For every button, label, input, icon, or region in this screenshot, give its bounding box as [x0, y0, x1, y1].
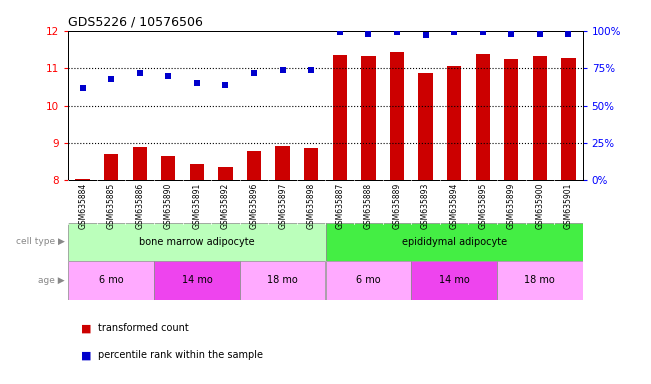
Text: GSM635892: GSM635892 [221, 183, 230, 229]
Text: 14 mo: 14 mo [182, 275, 212, 285]
Text: 14 mo: 14 mo [439, 275, 469, 285]
Bar [76, 179, 90, 180]
Point [335, 29, 345, 35]
Point [563, 31, 574, 37]
Bar [190, 164, 204, 180]
Bar [68, 223, 326, 261]
Text: GSM635884: GSM635884 [78, 183, 87, 229]
Text: 18 mo: 18 mo [525, 275, 555, 285]
Text: 18 mo: 18 mo [268, 275, 298, 285]
Point [534, 31, 545, 37]
Bar [161, 156, 176, 180]
Text: cell type ▶: cell type ▶ [16, 237, 65, 247]
Point [306, 66, 316, 73]
Bar [133, 147, 147, 180]
Bar [275, 146, 290, 180]
Bar [361, 56, 376, 180]
Text: bone marrow adipocyte: bone marrow adipocyte [139, 237, 255, 247]
Text: transformed count: transformed count [98, 323, 188, 333]
Bar [218, 167, 232, 180]
Bar [497, 261, 583, 300]
Point [421, 32, 431, 38]
Text: ■: ■ [81, 350, 92, 360]
Point [106, 76, 117, 82]
Text: GSM635897: GSM635897 [278, 183, 287, 229]
Point [277, 66, 288, 73]
Bar [447, 66, 461, 180]
Bar [326, 261, 411, 300]
Bar [411, 261, 497, 300]
Point [506, 31, 516, 37]
Text: GSM635895: GSM635895 [478, 183, 487, 229]
Point [220, 81, 230, 88]
Point [191, 80, 202, 86]
Text: GSM635885: GSM635885 [107, 183, 116, 229]
Point [163, 73, 174, 79]
Bar [475, 54, 490, 180]
Point [77, 84, 88, 91]
Text: epididymal adipocyte: epididymal adipocyte [402, 237, 506, 247]
Text: 6 mo: 6 mo [356, 275, 381, 285]
Bar [104, 154, 118, 180]
Text: GSM635889: GSM635889 [393, 183, 402, 229]
Bar [419, 73, 433, 180]
Text: GSM635887: GSM635887 [335, 183, 344, 229]
Text: 6 mo: 6 mo [99, 275, 124, 285]
Point [392, 29, 402, 35]
Text: GSM635886: GSM635886 [135, 183, 145, 229]
Text: GSM635894: GSM635894 [450, 183, 458, 229]
Bar [304, 148, 318, 180]
Text: age ▶: age ▶ [38, 276, 65, 285]
Point [449, 29, 459, 35]
Point [249, 70, 259, 76]
Text: GSM635890: GSM635890 [164, 183, 173, 229]
Text: percentile rank within the sample: percentile rank within the sample [98, 350, 262, 360]
Point [477, 29, 488, 35]
Text: GSM635896: GSM635896 [249, 183, 258, 229]
Bar [247, 151, 261, 180]
Bar [390, 53, 404, 180]
Text: GDS5226 / 10576506: GDS5226 / 10576506 [68, 15, 203, 28]
Text: GSM635888: GSM635888 [364, 183, 373, 229]
Text: ■: ■ [81, 323, 92, 333]
Text: GSM635901: GSM635901 [564, 183, 573, 229]
Text: GSM635898: GSM635898 [307, 183, 316, 229]
Bar [326, 223, 583, 261]
Text: GSM635899: GSM635899 [506, 183, 516, 229]
Text: GSM635900: GSM635900 [535, 183, 544, 229]
Bar [68, 261, 154, 300]
Text: GSM635891: GSM635891 [193, 183, 201, 229]
Bar [504, 59, 518, 180]
Point [135, 70, 145, 76]
Bar [154, 261, 240, 300]
Bar [333, 55, 347, 180]
Point [363, 31, 374, 37]
Bar [561, 58, 575, 180]
Bar [533, 56, 547, 180]
Text: GSM635893: GSM635893 [421, 183, 430, 229]
Bar [240, 261, 326, 300]
